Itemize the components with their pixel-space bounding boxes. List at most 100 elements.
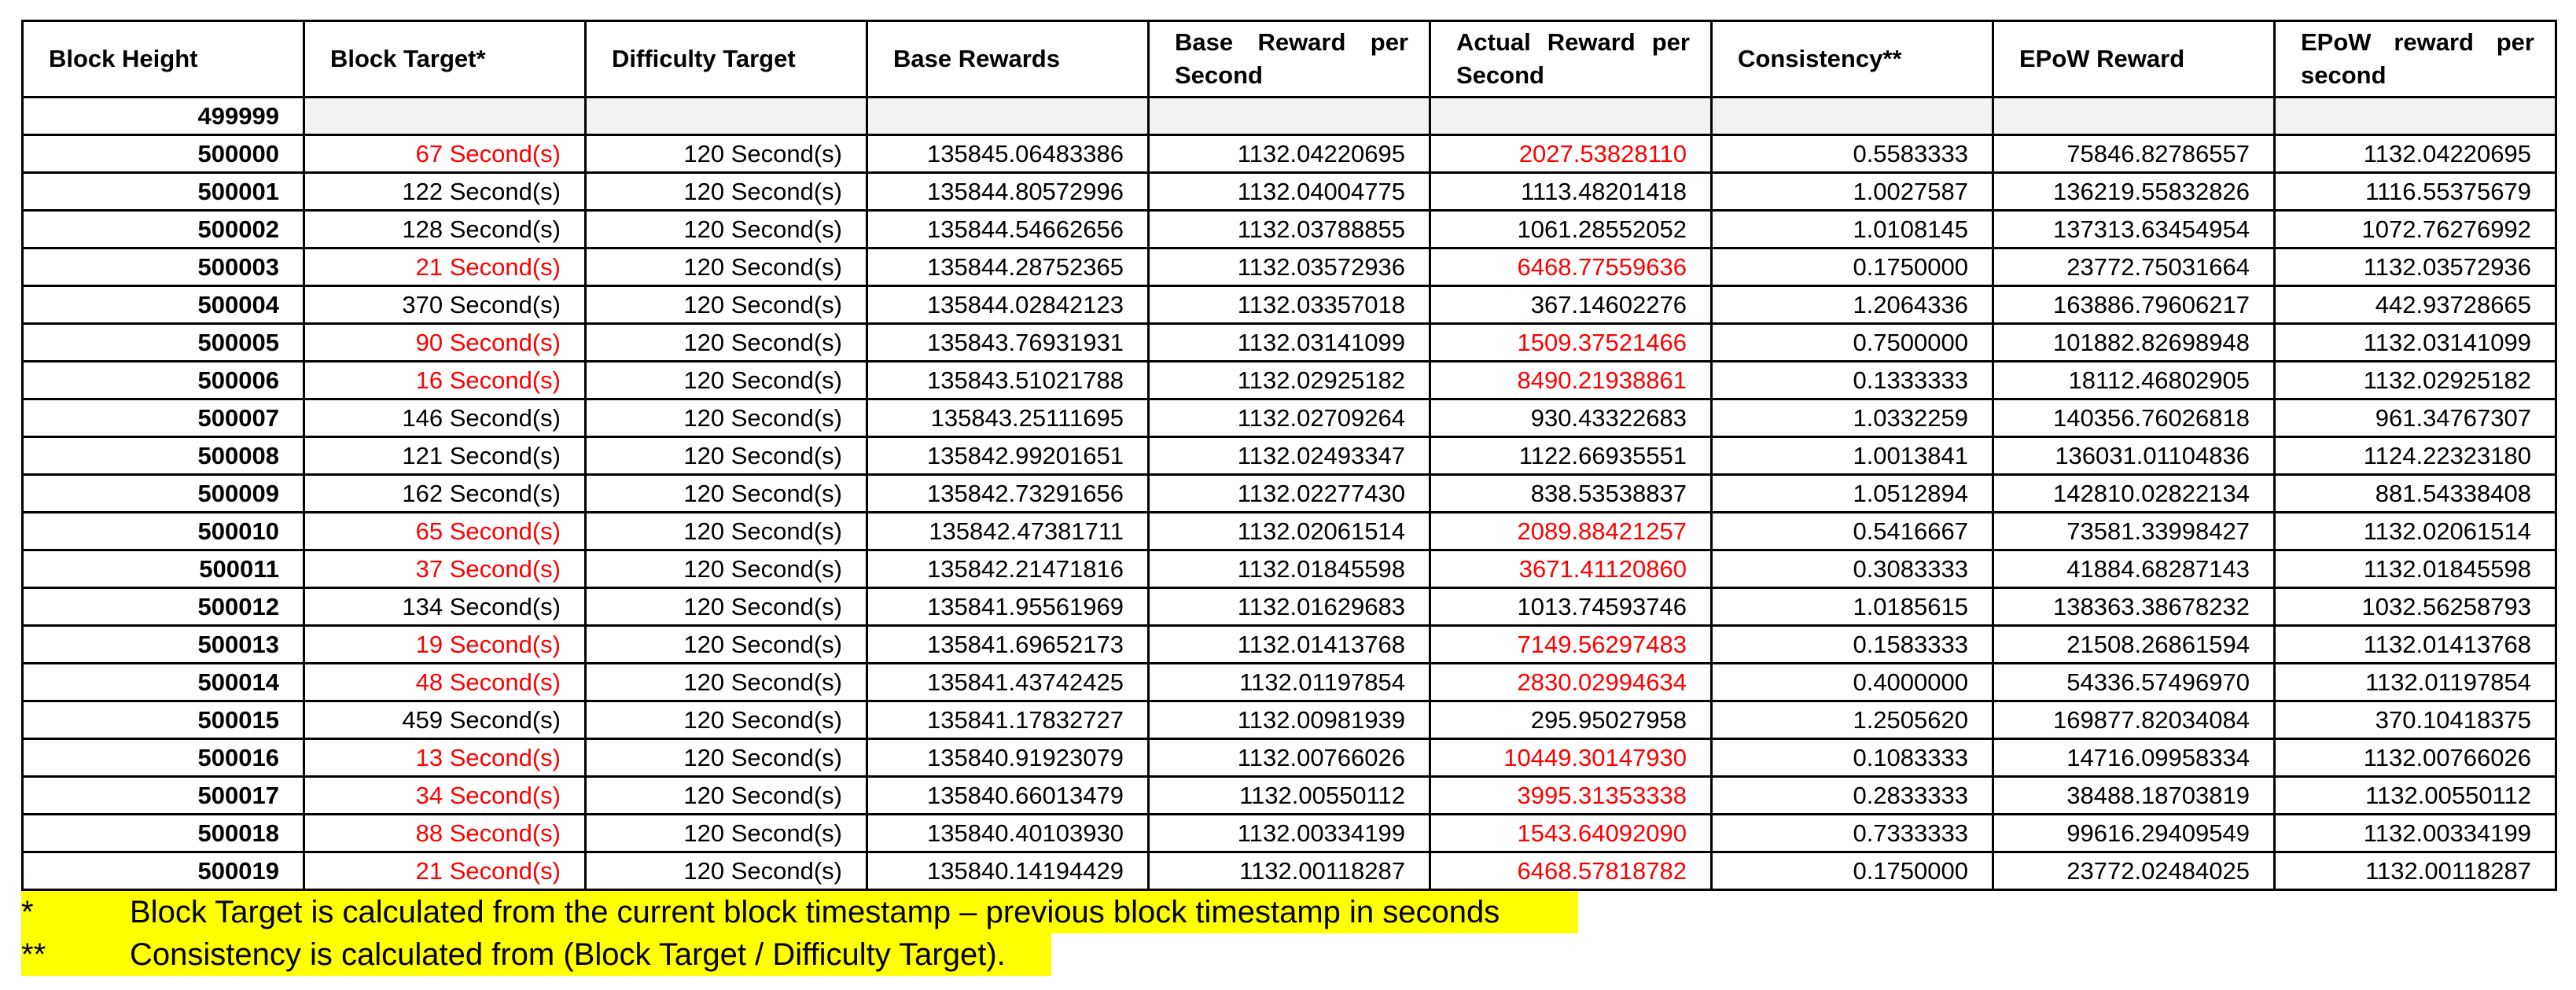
table-row: 500017 34 Second(s) 120 Second(s) 135840.66…: [21, 775, 2557, 815]
epow-reward-per-second-cell: 1132.01845598: [2273, 549, 2557, 589]
table-row: 500014 48 Second(s) 120 Second(s) 135841.43…: [21, 662, 2557, 702]
actual-reward-per-second-cell: 1543.64092090: [1429, 813, 1713, 853]
epow-reward-cell: 140356.76026818: [1992, 398, 2276, 438]
epow-reward-cell: 21508.26861594: [1992, 624, 2276, 664]
base-rewards-cell: 135843.25111695: [866, 398, 1150, 438]
block-target-cell: 459 Second(s): [303, 700, 587, 740]
actual-reward-per-second-cell: 8490.21938861: [1429, 360, 1713, 400]
empty-cell: [1992, 96, 2276, 136]
epow-reward-cell: 169877.82034084: [1992, 700, 2276, 740]
block-target-cell: 13 Second(s): [303, 738, 587, 778]
block-height-cell: 499999: [21, 96, 305, 136]
block-height-cell: 500014: [21, 662, 305, 702]
epow-reward-per-second-cell: 1132.02061514: [2273, 511, 2557, 551]
block-target-cell: 121 Second(s): [303, 436, 587, 476]
block-height-cell: 500000: [21, 134, 305, 174]
epow-reward-per-second-cell: 1132.03572936: [2273, 247, 2557, 287]
epow-reward-cell: 137313.63454954: [1992, 209, 2276, 249]
empty-cell: [303, 96, 587, 136]
table-row: 500002 128 Second(s) 120 Second(s) 135844.5…: [21, 209, 2557, 249]
consistency-cell: 0.7333333: [1710, 813, 1994, 853]
base-reward-per-second-cell: 1132.00766026: [1147, 738, 1431, 778]
difficulty-target-cell: 120 Second(s): [584, 624, 868, 664]
block-height-cell: 500004: [21, 285, 305, 325]
empty-cell: [1710, 96, 1994, 136]
base-rewards-cell: 135841.95561969: [866, 587, 1150, 627]
table-row: 500010 65 Second(s) 120 Second(s) 135842.47…: [21, 511, 2557, 551]
header-base-rewards: Base Rewards: [866, 20, 1150, 98]
base-reward-per-second-cell: 1132.03572936: [1147, 247, 1431, 287]
difficulty-target-cell: 120 Second(s): [584, 700, 868, 740]
table-row: 500011 37 Second(s) 120 Second(s) 135842.21…: [21, 549, 2557, 589]
block-height-cell: 500007: [21, 398, 305, 438]
consistency-cell: 0.2833333: [1710, 775, 1994, 815]
base-rewards-cell: 135844.02842123: [866, 285, 1150, 325]
table-row: 500009 162 Second(s) 120 Second(s) 135842.7…: [21, 473, 2557, 513]
table-row: 500012 134 Second(s) 120 Second(s) 135841.9…: [21, 587, 2557, 627]
table-row: 500018 88 Second(s) 120 Second(s) 135840.40…: [21, 813, 2557, 853]
base-reward-per-second-cell: 1132.03141099: [1147, 322, 1431, 363]
empty-cell: [2273, 96, 2557, 136]
block-height-cell: 500016: [21, 738, 305, 778]
empty-cell: [1147, 96, 1431, 136]
difficulty-target-cell: 120 Second(s): [584, 775, 868, 815]
base-rewards-cell: 135840.91923079: [866, 738, 1150, 778]
block-height-cell: 500005: [21, 322, 305, 363]
block-height-cell: 500009: [21, 473, 305, 513]
base-rewards-cell: 135841.43742425: [866, 662, 1150, 702]
base-rewards-cell: 135841.17832727: [866, 700, 1150, 740]
epow-reward-cell: 54336.57496970: [1992, 662, 2276, 702]
block-target-cell: 370 Second(s): [303, 285, 587, 325]
epow-reward-cell: 138363.38678232: [1992, 587, 2276, 627]
base-rewards-cell: 135844.54662656: [866, 209, 1150, 249]
header-epow-reward-per-second: EPoW reward per second: [2273, 20, 2557, 98]
epow-reward-cell: 14716.09958334: [1992, 738, 2276, 778]
footnote-text: Consistency is calculated from (Block Ta…: [130, 937, 1006, 972]
actual-reward-per-second-cell: 295.95027958: [1429, 700, 1713, 740]
actual-reward-per-second-cell: 3671.41120860: [1429, 549, 1713, 589]
epow-reward-cell: 23772.75031664: [1992, 247, 2276, 287]
actual-reward-per-second-cell: 1122.66935551: [1429, 436, 1713, 476]
header-block-height: Block Height: [21, 20, 305, 98]
epow-reward-per-second-cell: 1032.56258793: [2273, 587, 2557, 627]
epow-reward-cell: 38488.18703819: [1992, 775, 2276, 815]
base-reward-per-second-cell: 1132.02709264: [1147, 398, 1431, 438]
base-rewards-cell: 135841.69652173: [866, 624, 1150, 664]
consistency-cell: 1.0332259: [1710, 398, 1994, 438]
difficulty-target-cell: 120 Second(s): [584, 511, 868, 551]
base-rewards-cell: 135843.76931931: [866, 322, 1150, 363]
header-epow-reward: EPoW Reward: [1992, 20, 2276, 98]
block-target-cell: 88 Second(s): [303, 813, 587, 853]
epow-reward-cell: 101882.82698948: [1992, 322, 2276, 363]
block-height-cell: 500012: [21, 587, 305, 627]
block-target-cell: 134 Second(s): [303, 587, 587, 627]
difficulty-target-cell: 120 Second(s): [584, 473, 868, 513]
consistency-cell: 0.4000000: [1710, 662, 1994, 702]
header-block-target: Block Target*: [303, 20, 587, 98]
empty-cell: [1429, 96, 1713, 136]
table-row: 500004 370 Second(s) 120 Second(s) 135844.0…: [21, 285, 2557, 325]
footnote-marker: **: [21, 937, 46, 972]
footnote-consistency: ** Consistency is calculated from (Block…: [21, 933, 1051, 976]
table-row: 499999: [21, 96, 2557, 136]
base-reward-per-second-cell: 1132.02925182: [1147, 360, 1431, 400]
epow-reward-per-second-cell: 1132.00118287: [2273, 851, 2557, 891]
difficulty-target-cell: 120 Second(s): [584, 587, 868, 627]
difficulty-target-cell: 120 Second(s): [584, 813, 868, 853]
block-target-cell: 146 Second(s): [303, 398, 587, 438]
block-height-cell: 500001: [21, 171, 305, 212]
base-rewards-cell: 135843.51021788: [866, 360, 1150, 400]
reward-table: Block Height Block Target* Difficulty Ta…: [21, 20, 2557, 891]
difficulty-target-cell: 120 Second(s): [584, 436, 868, 476]
base-rewards-cell: 135844.80572996: [866, 171, 1150, 212]
actual-reward-per-second-cell: 2027.53828110: [1429, 134, 1713, 174]
epow-reward-cell: 142810.02822134: [1992, 473, 2276, 513]
epow-reward-per-second-cell: 1132.04220695: [2273, 134, 2557, 174]
consistency-cell: 0.1333333: [1710, 360, 1994, 400]
base-reward-per-second-cell: 1132.00334199: [1147, 813, 1431, 853]
base-rewards-cell: 135844.28752365: [866, 247, 1150, 287]
table-row: 500008 121 Second(s) 120 Second(s) 135842.9…: [21, 436, 2557, 476]
table-row: 500007 146 Second(s) 120 Second(s) 135843.2…: [21, 398, 2557, 438]
block-target-cell: 90 Second(s): [303, 322, 587, 363]
block-target-cell: 65 Second(s): [303, 511, 587, 551]
